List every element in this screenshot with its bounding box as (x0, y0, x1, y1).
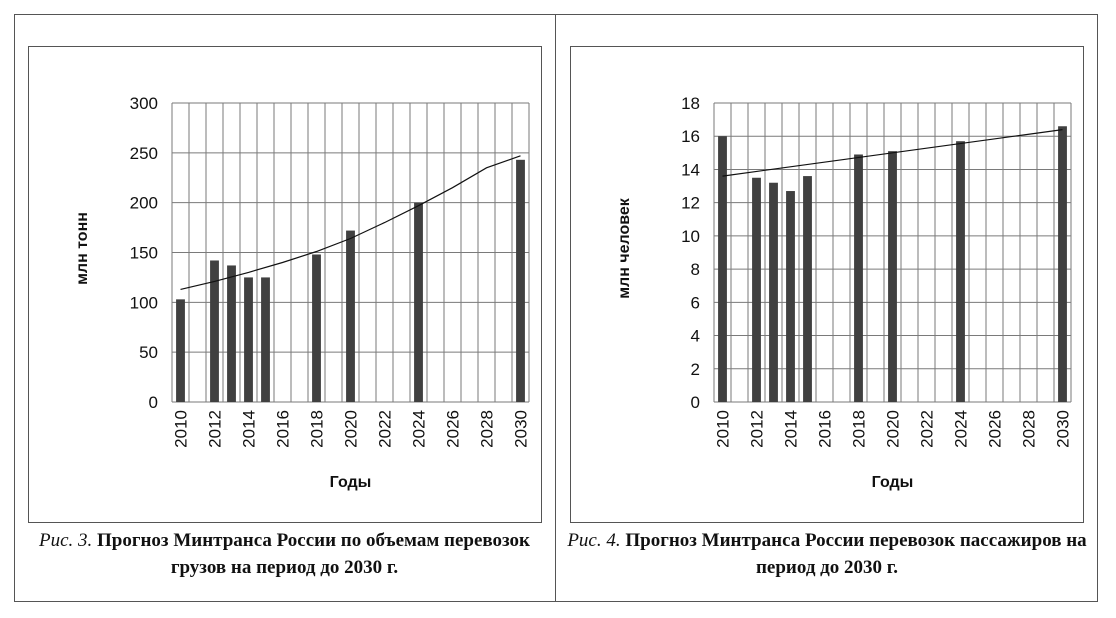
x-tick-label: 2022 (376, 410, 395, 448)
figure-panel-passengers: 0 2 4 6 8 10 12 14 16 18 2010 2012 2014 2016 2018 2020 2… (556, 14, 1098, 602)
bar (176, 299, 185, 402)
bar (956, 141, 965, 402)
caption-freight: Рис. 3. Прогноз Минтранса России по объе… (14, 527, 555, 581)
trendline (722, 129, 1063, 177)
panel-divider (555, 14, 556, 602)
bar (414, 202, 423, 402)
passenger-chart-svg: 0 2 4 6 8 10 12 14 16 18 2010 2012 2014 2016 2018 2020 2… (616, 94, 1073, 491)
y-tick-label: 10 (681, 227, 700, 246)
x-tick-label: 2010 (172, 410, 191, 448)
x-tick-label: 2028 (478, 410, 497, 448)
y-tick-label: 18 (681, 94, 700, 113)
x-axis-label: Годы (330, 474, 372, 491)
y-tick-label: 16 (681, 127, 700, 146)
caption-passengers: Рис. 4. Прогноз Минтранса России перевоз… (556, 527, 1098, 581)
caption-text: Прогноз Минтранса России по объемам пере… (97, 530, 531, 578)
y-tick-label: 0 (691, 393, 700, 412)
x-tick-label: 2026 (986, 410, 1005, 448)
x-tick-label: 2016 (274, 410, 293, 448)
x-tick-label: 2030 (512, 410, 531, 448)
y-axis-label: млн человек (616, 197, 633, 299)
caption-lead: Рис. 4. (567, 530, 621, 551)
bar (786, 191, 795, 402)
y-tick-label: 0 (149, 393, 158, 412)
bar (854, 154, 863, 402)
x-tick-label: 2022 (918, 410, 937, 448)
x-tick-label: 2014 (240, 410, 259, 448)
x-tick-label: 2020 (884, 410, 903, 448)
freight-chart-svg: 0 50 100 150 200 250 300 2010 2012 2014 2016 2018 20… (74, 94, 531, 491)
y-tick-label: 200 (130, 194, 158, 213)
x-tick-label: 2012 (206, 410, 225, 448)
y-axis-label: млн тонн (74, 212, 91, 285)
bar (1058, 126, 1067, 402)
bar (210, 260, 219, 402)
y-tick-label: 50 (139, 343, 158, 362)
x-tick-label: 2014 (782, 410, 801, 448)
y-tick-label: 150 (130, 244, 158, 263)
y-tick-label: 300 (130, 94, 158, 113)
bar (888, 151, 897, 402)
y-tick-label: 6 (691, 293, 700, 312)
bar (769, 182, 778, 402)
x-tick-label: 2016 (816, 410, 835, 448)
caption-lead: Рис. 3. (38, 530, 93, 551)
bar (312, 254, 321, 402)
caption-text: Прогноз Минтранса России перевозок пасса… (625, 530, 1087, 578)
y-tick-label: 100 (130, 293, 158, 312)
x-tick-label: 2018 (308, 410, 327, 448)
bar (752, 177, 761, 402)
x-tick-label: 2010 (714, 410, 733, 448)
bar (516, 159, 525, 402)
bar (227, 265, 236, 402)
bar (718, 136, 727, 402)
figure-frame (14, 14, 1098, 602)
bar (244, 277, 253, 402)
y-tick-label: 4 (691, 327, 700, 346)
bar (346, 230, 355, 402)
trendline (180, 155, 521, 290)
y-tick-label: 12 (681, 194, 700, 213)
y-tick-label: 2 (691, 360, 700, 379)
x-tick-label: 2012 (748, 410, 767, 448)
y-tick-label: 14 (681, 160, 700, 179)
bar (261, 277, 270, 402)
x-tick-label: 2024 (410, 410, 429, 448)
bar (803, 176, 812, 402)
x-tick-label: 2020 (342, 410, 361, 448)
x-axis-label: Годы (872, 474, 914, 491)
chart-freight: 0 50 100 150 200 250 300 2010 2012 2014 2016 2018 20… (28, 46, 542, 523)
y-tick-label: 8 (691, 260, 700, 279)
x-tick-label: 2030 (1054, 410, 1073, 448)
x-tick-label: 2018 (850, 410, 869, 448)
chart-passengers: 0 2 4 6 8 10 12 14 16 18 2010 2012 2014 2016 2018 2020 2… (570, 46, 1084, 523)
x-tick-label: 2024 (952, 410, 971, 448)
x-tick-label: 2028 (1020, 410, 1039, 448)
x-tick-label: 2026 (444, 410, 463, 448)
figure-panel-freight: 0 50 100 150 200 250 300 2010 2012 2014 2016 2018 20… (14, 14, 555, 602)
y-tick-label: 250 (130, 144, 158, 163)
